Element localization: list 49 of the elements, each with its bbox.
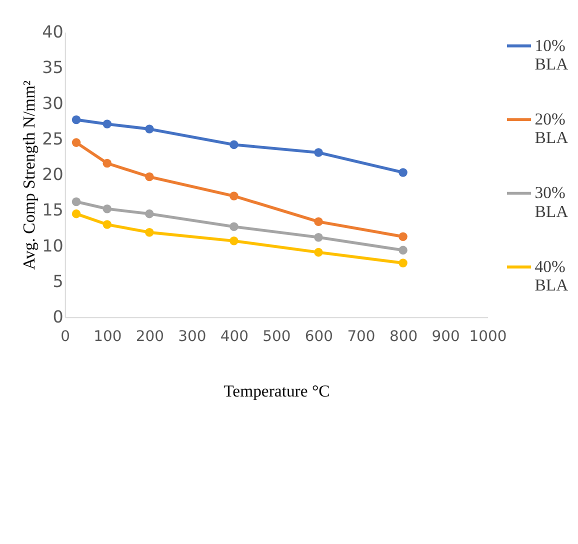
x-tick-label: 600 <box>304 328 334 346</box>
y-tick-label: 10 <box>42 235 64 256</box>
x-tick-label: 400 <box>220 328 249 346</box>
point <box>314 148 323 157</box>
point <box>314 217 323 226</box>
point <box>230 222 238 232</box>
x-tick-label: 900 <box>432 328 460 346</box>
x-axis-title: Temperature °C <box>224 381 330 400</box>
x-tick-label: 100 <box>94 328 122 346</box>
point <box>230 236 238 246</box>
point <box>314 232 323 242</box>
point <box>398 246 408 255</box>
x-tick-label: 700 <box>347 328 376 346</box>
point <box>145 124 154 134</box>
point <box>398 168 408 177</box>
y-tick-label: 20 <box>42 164 64 184</box>
point <box>72 138 81 147</box>
point <box>72 115 81 124</box>
y-tick-label: 5 <box>52 270 64 291</box>
legend-label: 40% BLA <box>534 256 568 295</box>
point <box>398 232 408 242</box>
point <box>145 228 154 237</box>
point <box>102 204 112 214</box>
x-tick-label: 1000 <box>469 328 507 346</box>
y-tick-label: 0 <box>52 306 64 327</box>
point <box>102 220 112 229</box>
legend-label: 30% BLA <box>534 183 568 221</box>
y-tick-label: 35 <box>42 57 64 78</box>
point <box>314 248 323 257</box>
y-tick-label: 25 <box>42 128 64 148</box>
point <box>102 158 112 168</box>
y-tick-label: 30 <box>42 92 64 113</box>
legend-label: 20% BLA <box>534 109 568 148</box>
y-axis-title: Avg. Comp Strength N/mm² <box>19 80 38 270</box>
legend-label: 10% BLA <box>534 36 568 74</box>
y-tick-label: 15 <box>42 200 64 220</box>
point <box>72 209 81 218</box>
x-tick-label: 200 <box>136 328 164 346</box>
point <box>72 197 81 206</box>
point <box>102 120 112 128</box>
point <box>230 192 238 200</box>
x-tick-label: 800 <box>389 328 418 346</box>
point <box>145 172 154 182</box>
y-tick-label: 40 <box>42 22 64 42</box>
x-tick-label: 300 <box>178 328 206 346</box>
point <box>145 209 154 218</box>
point <box>230 140 238 150</box>
point <box>398 258 408 268</box>
x-tick-label: 500 <box>262 328 291 346</box>
